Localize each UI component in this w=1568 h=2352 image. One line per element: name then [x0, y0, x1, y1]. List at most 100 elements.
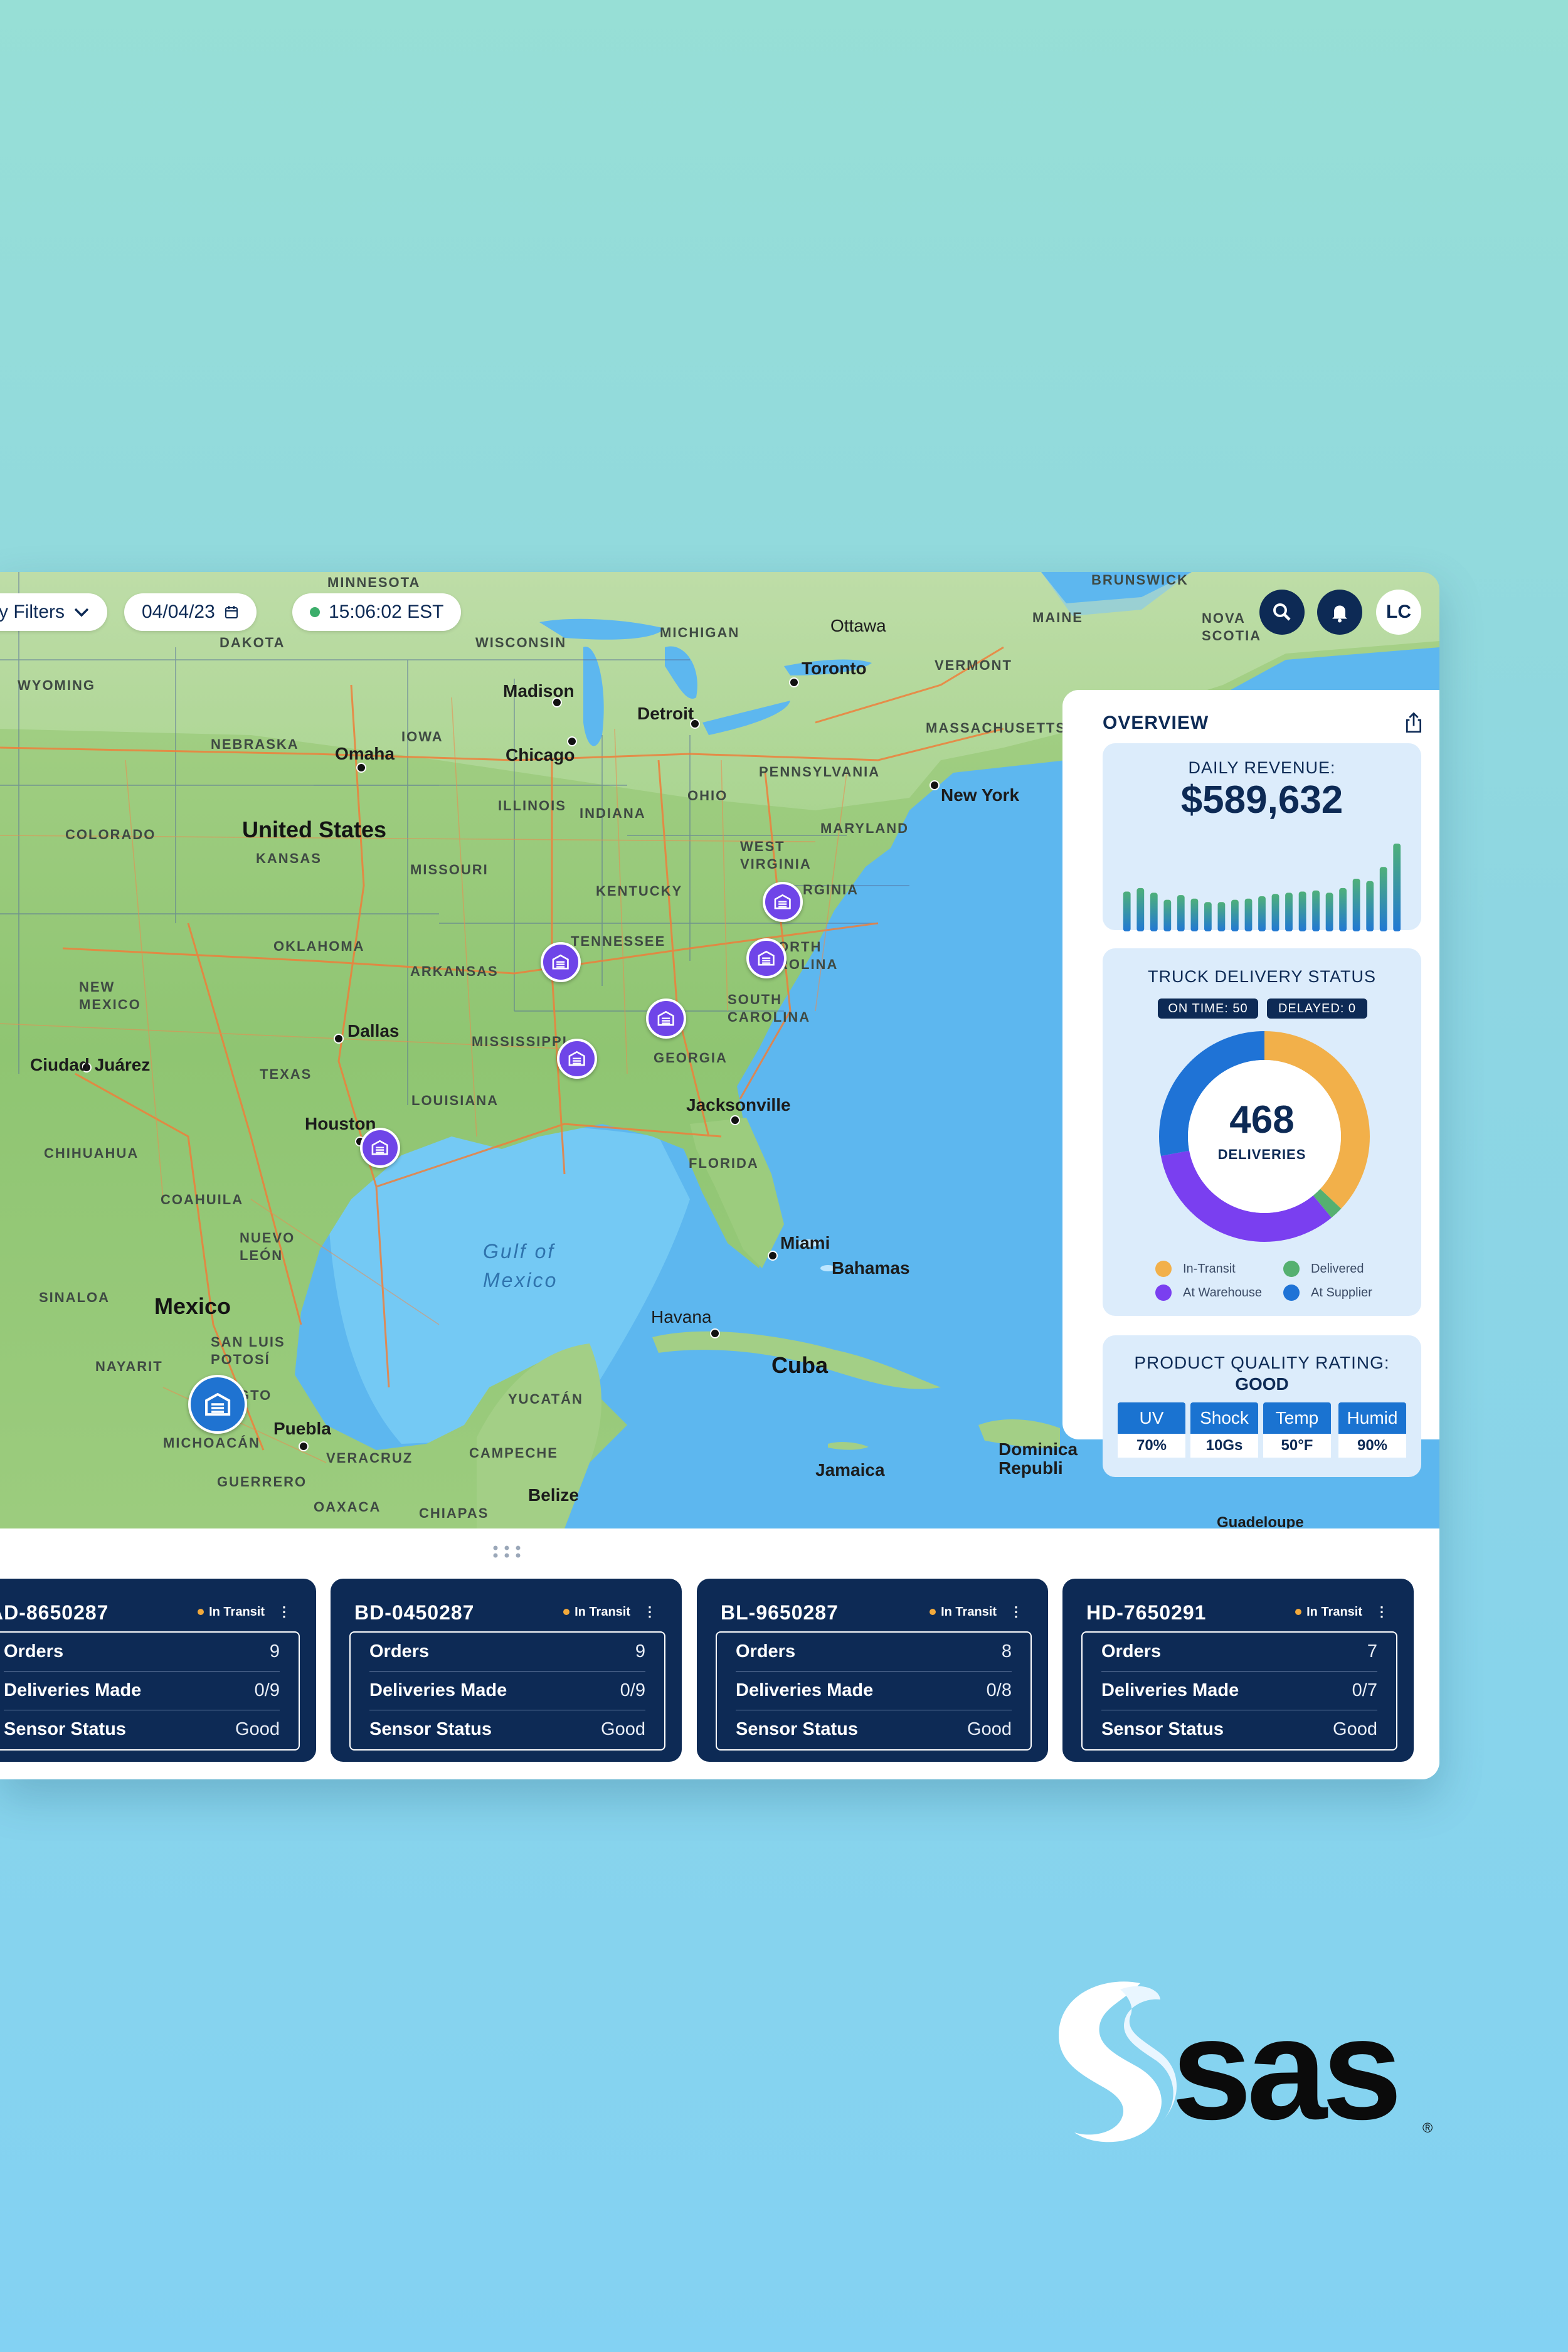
warehouse-marker[interactable] — [557, 1039, 597, 1079]
user-avatar[interactable]: LC — [1376, 590, 1421, 635]
city-dot-puebla — [299, 1441, 309, 1451]
date-picker[interactable]: 04/04/23 — [124, 593, 257, 631]
truck-id: BL-9650287 — [721, 1601, 839, 1624]
search-button[interactable] — [1259, 590, 1305, 635]
revenue-bar — [1366, 881, 1374, 931]
legend-label: At Supplier — [1311, 1285, 1372, 1300]
row-value: 0/9 — [620, 1680, 645, 1700]
map-label-omaha: Omaha — [335, 744, 395, 763]
revenue-bar — [1244, 898, 1253, 931]
map-label-iowa: IOWA — [401, 729, 443, 744]
table-row: Deliveries Made 0/7 — [1101, 1671, 1377, 1709]
warehouse-marker[interactable] — [746, 938, 787, 978]
revenue-bar — [1298, 891, 1306, 931]
share-icon[interactable] — [1404, 711, 1424, 734]
map-label-nuevo-leon: NUEVO LEÓN — [240, 1230, 295, 1263]
map-label-toronto: Toronto — [802, 659, 867, 678]
donut-center — [1188, 1060, 1341, 1213]
live-clock: 15:06:02 EST — [292, 593, 462, 631]
row-value: 7 — [1367, 1641, 1377, 1661]
map-label-oaxaca: OAXACA — [314, 1499, 381, 1515]
legend-at-warehouse: At Warehouse — [1155, 1285, 1262, 1301]
truck-id: BD-0450287 — [354, 1601, 475, 1624]
city-dot-miami — [768, 1251, 778, 1261]
warehouse-marker-selected[interactable] — [188, 1375, 247, 1434]
map-label-coahuila: COAHUILA — [161, 1192, 244, 1207]
row-label: Orders — [369, 1641, 430, 1661]
truck-card[interactable]: BL-9650287 In Transit ⋮ Orders 8 Deliverie… — [697, 1579, 1048, 1762]
map-label-campeche: CAMPECHE — [469, 1445, 558, 1461]
truck-card[interactable]: AD-8650287 In Transit ⋮ Orders 9 Deliverie… — [0, 1579, 316, 1762]
warehouse-marker[interactable] — [763, 882, 803, 922]
city-dot-chicago — [567, 736, 577, 746]
truck-delivery-status-card: TRUCK DELIVERY STATUS ON TIME: 50 DELAYE… — [1103, 948, 1421, 1316]
more-options-icon[interactable]: ⋮ — [1375, 1604, 1389, 1619]
truck-details-table: Orders 9 Deliveries Made 0/9 Sensor Status… — [0, 1631, 300, 1751]
notifications-button[interactable] — [1317, 590, 1362, 635]
daily-revenue-card: DAILY REVENUE: $589,632 — [1103, 743, 1421, 931]
warehouse-marker[interactable] — [541, 942, 581, 982]
map-label-jacksonville: Jacksonville — [686, 1095, 791, 1115]
map-label-madison: Madison — [503, 681, 575, 701]
city-dot-new-york — [930, 780, 940, 790]
map-label-pennsylvania: PENNSYLVANIA — [759, 764, 881, 780]
table-row: Orders 9 — [4, 1633, 280, 1670]
truck-status: In Transit ⋮ — [563, 1604, 657, 1620]
more-options-icon[interactable]: ⋮ — [643, 1604, 657, 1619]
map-label-puebla: Puebla — [273, 1419, 331, 1438]
truck-details-table: Orders 9 Deliveries Made 0/9 Sensor Status… — [349, 1631, 665, 1751]
revenue-bar — [1285, 893, 1293, 931]
map-label-south-carolina: SOUTH CAROLINA — [728, 992, 811, 1025]
row-value: 9 — [635, 1641, 645, 1661]
map-label-indiana: INDIANA — [580, 805, 646, 821]
revenue-bar — [1177, 895, 1185, 931]
quality-metric-name: Temp — [1263, 1402, 1331, 1434]
revenue-bar — [1136, 887, 1145, 931]
revenue-bar — [1204, 902, 1212, 931]
map-label-ohio: OHIO — [687, 788, 728, 803]
map-view[interactable]: MINNESOTA DAKOTA WISCONSIN MICHIGAN WYOM… — [0, 572, 1439, 1528]
deliveries-total-label: DELIVERIES — [1217, 1147, 1306, 1162]
more-options-icon[interactable]: ⋮ — [1009, 1604, 1023, 1619]
legend-label: In-Transit — [1183, 1261, 1236, 1276]
revenue-bar — [1379, 867, 1387, 931]
legend-swatch — [1155, 1261, 1172, 1277]
quality-metric-value: 90% — [1338, 1434, 1406, 1458]
map-label-chiapas: CHIAPAS — [419, 1505, 489, 1521]
truck-card[interactable]: BD-0450287 In Transit ⋮ Orders 9 Deliverie… — [331, 1579, 682, 1762]
truck-card[interactable]: HD-7650291 In Transit ⋮ Orders 7 Deliverie… — [1062, 1579, 1414, 1762]
row-label: Orders — [4, 1641, 64, 1661]
legend-in-transit: In-Transit — [1155, 1261, 1236, 1277]
table-row: Sensor Status Good — [369, 1710, 645, 1748]
revenue-bar — [1312, 890, 1320, 931]
map-label-new-york: New York — [941, 785, 1020, 805]
clock-value: 15:06:02 EST — [329, 601, 444, 622]
quality-metric-name: UV — [1118, 1402, 1185, 1434]
city-dot-omaha — [356, 763, 366, 773]
map-label-ottawa: Ottawa — [830, 616, 886, 635]
warehouse-icon — [657, 1011, 675, 1026]
map-label-belize: Belize — [528, 1485, 579, 1505]
city-dot-dallas — [334, 1034, 344, 1044]
live-status-dot — [310, 607, 320, 617]
more-options-icon[interactable]: ⋮ — [277, 1604, 291, 1619]
quality-metric-temp: Temp 50°F — [1263, 1402, 1331, 1458]
table-row: Deliveries Made 0/9 — [4, 1671, 280, 1709]
row-label: Sensor Status — [736, 1719, 858, 1739]
map-label-west-virginia: WEST VIRGINIA — [740, 839, 812, 872]
warehouse-icon — [774, 894, 792, 909]
city-dot-ciudad-juarez — [82, 1062, 92, 1073]
status-dot — [198, 1609, 204, 1615]
row-label: Sensor Status — [369, 1719, 492, 1739]
warehouse-icon — [204, 1392, 231, 1416]
truck-status-label: In Transit — [575, 1604, 630, 1619]
warehouse-marker[interactable] — [360, 1128, 400, 1168]
revenue-bar — [1258, 896, 1266, 931]
product-quality-rating: GOOD — [1235, 1374, 1289, 1394]
city-dot-toronto — [789, 677, 799, 687]
filters-dropdown[interactable]: y Filters — [0, 593, 107, 631]
drag-handle-icon[interactable] — [492, 1545, 521, 1559]
warehouse-marker[interactable] — [646, 999, 686, 1039]
donut-segment — [1159, 1031, 1370, 1242]
revenue-bar — [1217, 902, 1226, 931]
